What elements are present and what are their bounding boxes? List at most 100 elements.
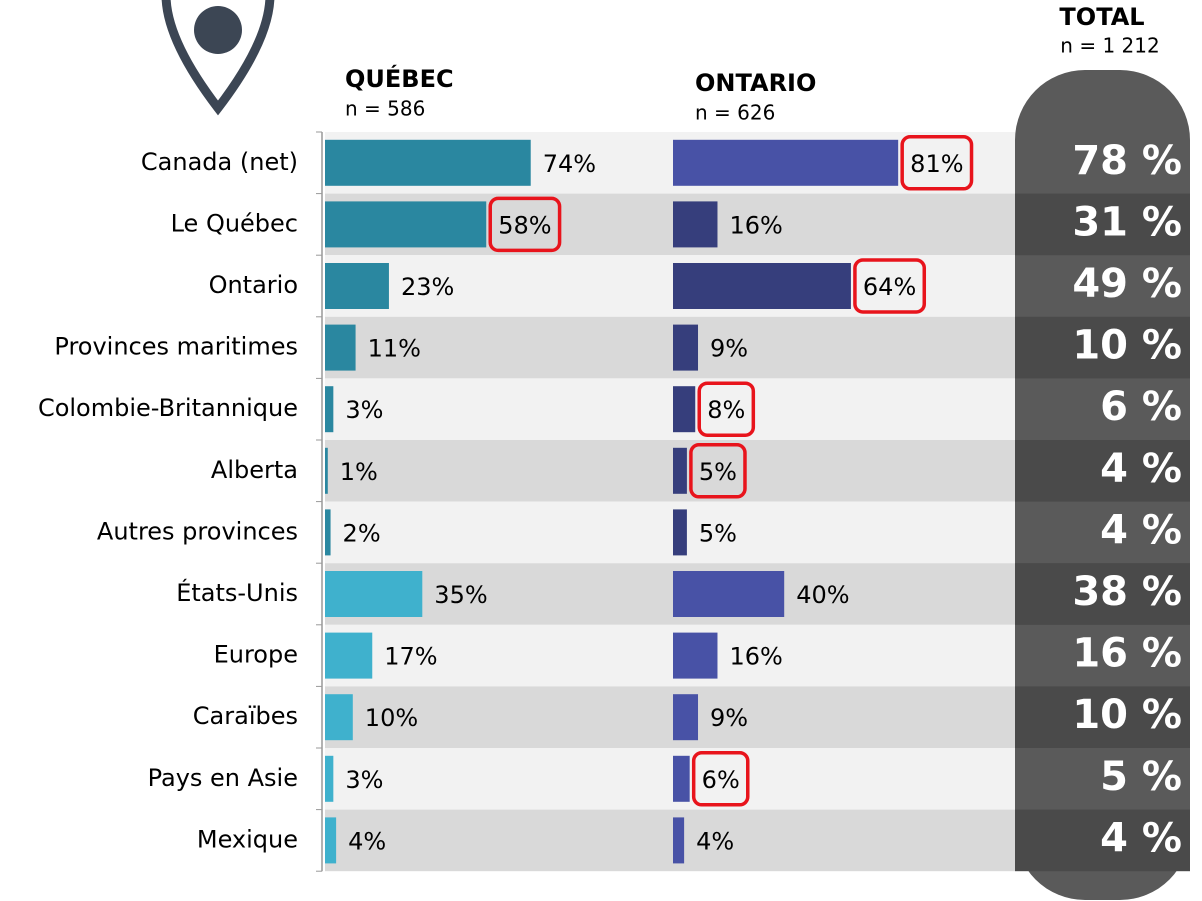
category-label: Canada (net) (141, 148, 298, 176)
bar (673, 632, 718, 679)
bar (673, 571, 785, 617)
value-label: 35% (434, 581, 487, 609)
total-subtitle: n = 1 212 (1060, 34, 1159, 58)
bar (673, 139, 899, 186)
category-label: Ontario (209, 271, 298, 299)
bar (325, 632, 373, 679)
total-row-band (1015, 440, 1190, 502)
bar (673, 509, 687, 556)
total-value: 4 % (1100, 446, 1182, 492)
total-value: 49 % (1072, 261, 1182, 307)
total-value: 5 % (1100, 754, 1182, 800)
bar (325, 755, 334, 802)
total-value: 6 % (1100, 384, 1182, 430)
row-band (325, 440, 1015, 502)
row-band (325, 686, 1015, 748)
bar (325, 201, 487, 248)
total-row-band (1015, 686, 1190, 748)
series-title: QUÉBEC (345, 64, 454, 93)
value-label: 11% (368, 335, 421, 363)
bar (325, 509, 331, 556)
row-band (325, 255, 1015, 317)
bar (325, 694, 353, 741)
category-label: Le Québec (171, 209, 298, 237)
value-label: 64% (863, 273, 916, 301)
series-subtitle: n = 586 (345, 97, 425, 121)
value-label: 40% (796, 581, 849, 609)
value-label: 8% (707, 396, 745, 424)
bar (325, 386, 334, 433)
category-label: Mexique (197, 825, 298, 853)
value-label: 3% (345, 766, 383, 794)
value-label: 4% (696, 827, 734, 855)
value-label: 16% (729, 211, 782, 239)
bar (673, 201, 718, 248)
total-value: 16 % (1072, 631, 1182, 677)
value-label: 5% (699, 458, 737, 486)
bar (325, 263, 389, 309)
bar (673, 263, 851, 309)
total-value: 31 % (1072, 199, 1182, 245)
total-value: 10 % (1072, 692, 1182, 738)
bar (325, 817, 337, 864)
highlight-box (853, 258, 927, 314)
series-subtitle: n = 626 (695, 101, 775, 125)
category-label: Pays en Asie (148, 764, 298, 792)
bar (325, 324, 356, 371)
total-row-band (1015, 809, 1190, 872)
value-label: 74% (543, 150, 596, 178)
row-band (325, 624, 1015, 687)
total-row-band (1015, 316, 1190, 379)
total-title: TOTAL (1059, 3, 1144, 31)
row-band (325, 563, 1015, 625)
value-label: 81% (910, 150, 963, 178)
value-label: 3% (345, 396, 383, 424)
value-label: 16% (729, 643, 782, 671)
total-value: 78 % (1072, 138, 1182, 184)
total-value: 38 % (1072, 569, 1182, 615)
bar (673, 324, 699, 371)
category-label: Colombie-Britannique (38, 394, 298, 422)
bar (325, 139, 531, 186)
row-band (325, 809, 1015, 872)
row-band (325, 316, 1015, 379)
value-label: 58% (498, 211, 551, 239)
value-label: 10% (365, 704, 418, 732)
category-label: Alberta (211, 456, 298, 484)
highlight-box (488, 196, 562, 253)
series-title: ONTARIO (695, 69, 816, 97)
location-pin-icon (161, 0, 275, 116)
total-row-band (1015, 563, 1190, 625)
value-label: 9% (710, 335, 748, 363)
category-label: Provinces maritimes (54, 333, 298, 361)
highlight-box (691, 751, 750, 807)
category-label: Europe (214, 641, 298, 669)
bar (673, 386, 696, 433)
category-label: Caraïbes (193, 702, 298, 730)
bar (673, 694, 699, 741)
value-label: 1% (340, 458, 378, 486)
highlight-box (697, 381, 756, 437)
value-label: 9% (710, 704, 748, 732)
row-band (325, 378, 1015, 440)
total-row-band (1015, 193, 1190, 256)
bar (673, 817, 685, 864)
category-label: États-Unis (176, 578, 298, 607)
total-value: 4 % (1100, 507, 1182, 553)
value-label: 17% (384, 643, 437, 671)
highlight-box (689, 443, 747, 499)
highlight-box (900, 135, 974, 191)
bar (673, 447, 687, 494)
bar (325, 571, 423, 617)
bar (673, 755, 690, 802)
category-label: Autres provinces (97, 517, 298, 545)
value-label: 23% (401, 273, 454, 301)
bar (325, 447, 328, 494)
value-label: 2% (343, 519, 381, 547)
value-label: 5% (699, 519, 737, 547)
total-value: 4 % (1100, 815, 1182, 861)
row-band (325, 748, 1015, 810)
row-band (325, 501, 1015, 564)
total-value: 10 % (1072, 323, 1182, 369)
